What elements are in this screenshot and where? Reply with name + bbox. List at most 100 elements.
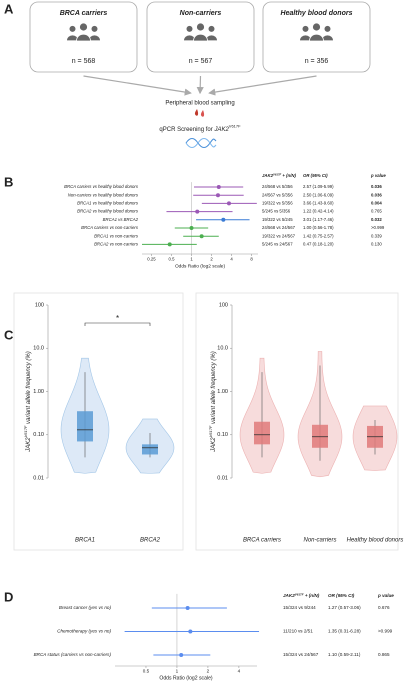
p-value: >0.999 [378,629,393,634]
variant-name: V617F [23,425,28,437]
odds-ratio-label: 1.42 (0.75-2.57) [303,233,334,238]
column-header: p value [377,593,394,598]
gene-name: JAK2 [283,593,295,598]
people-icon [66,22,101,42]
box [254,421,270,445]
odds-ratio-label: 1.00 (0.56-1.78) [303,225,334,230]
row-label: BRCA1 vs non-carriers [94,233,139,238]
x-tick-label: BRCA2 [140,538,161,544]
odds-ratio-label: 3.01 (1.17-7.46) [303,217,334,222]
y-axis-label: JAK2V617F variant allele frequency (%) [23,351,32,453]
p-value: 0.036 [371,192,382,197]
p-value: 0.676 [378,605,390,610]
person-body [309,33,324,42]
dna-icon [185,137,217,149]
row-label: Breast cancer (yes vs no) [59,605,112,610]
column-header: p value [370,173,386,178]
row-label: Chemotherapy (yes vs no) [57,629,111,634]
count-cell: 15/324 vs 9/244 [283,605,316,610]
panel-label: A [4,1,14,16]
person-head [207,25,216,33]
x-tick-label: BRCA carriers [243,538,281,544]
odds-ratio-point [189,226,194,230]
gene-name: JAK2 [213,127,229,133]
panel-label: D [4,589,13,604]
screening-step: qPCR Screening for JAK2V617F [159,124,241,133]
plot-frame [13,292,184,551]
box [312,424,328,448]
x-tick-label: BRCA1 [75,538,95,544]
flow-arrow [83,75,192,96]
label-suffix: variant allele frequency (%) [211,351,217,425]
odds-ratio-label: 3.66 (1.43-9.60) [303,201,334,206]
odds-ratio-point [195,209,200,214]
p-value: 0.130 [371,242,382,247]
count-cell: 19/322 vs 5/245 [262,217,293,222]
x-tick-label: 0.5 [169,257,176,262]
sampling-step: Peripheral blood sampling [165,101,234,107]
count-cell: 19/322 vs 5/356 [262,201,293,206]
y-tick-label: 1.00 [33,389,44,395]
person-head [90,25,99,33]
y-axis-label: JAK2V617F variant allele frequency (%) [208,351,217,453]
blood-drops [194,109,205,117]
person-body [76,33,91,42]
significance-mark: * [116,314,119,323]
column-header: OR (95% CI) [303,173,328,178]
y-tick-label: 10.0 [33,346,44,352]
person-head [79,22,88,32]
group-label: BRCA carriers [60,10,108,17]
significance-bracket [84,322,151,326]
y-tick-label: 0.01 [33,475,44,481]
group-label: Healthy blood donors [281,10,353,17]
odds-ratio-point [226,201,231,206]
variant-name: V617F [208,425,213,437]
y-tick-label: 1.00 [217,389,228,395]
group-size: n = 567 [189,58,213,65]
person-head [68,25,77,33]
odds-ratio-label: 1.10 (0.59-2.11) [328,652,361,657]
odds-ratio-label: 1.22 (0.42-4.14) [303,209,334,214]
row-label: Non-carriers vs healthy blood donors [68,192,139,197]
column-header: OR (95% CI) [328,593,355,598]
row-label: BRCA1 vs BRCA2 [103,217,139,222]
p-value: >0.999 [371,225,385,230]
odds-ratio-label: 0.47 (0.18-1.20) [303,242,334,247]
column-header: JAK2V617F + (n/N) [283,592,320,598]
p-value: 0.004 [371,201,382,206]
x-tick-label: 2 [210,257,213,262]
odds-ratio-label: 2.57 (1.09-5.99) [303,184,334,189]
row-label: BRCA carriers vs non-carriers [81,225,139,230]
y-tick-label: 10.0 [217,346,228,352]
x-tick-label: 1 [190,257,193,262]
x-axis-label: Odds Ratio (log2 scale) [175,263,226,269]
row-label: BRCA2 vs healthy blood donors [77,209,139,214]
odds-ratio-point [216,185,221,189]
p-value: 0.339 [371,233,382,238]
gene-name: JAK2 [211,437,217,453]
x-axis-label: Odds Ratio (log2 scale) [159,675,213,681]
p-value: 0.865 [378,652,390,657]
header-suffix: + (n/N) [281,173,296,178]
person-body [193,33,208,42]
x-tick-label: Non-carriers [303,538,336,544]
variant-name: V617F [273,172,281,176]
y-tick-label: 0.10 [217,432,228,438]
x-tick-label: 1 [176,669,179,674]
box [77,411,93,442]
count-cell: 15/324 vs 24/567 [283,652,319,657]
panel-label: C [4,327,14,342]
y-tick-label: 0.01 [217,475,228,481]
odds-ratio-point [179,653,184,657]
count-cell: 24/567 vs 5/356 [262,192,293,197]
p-value: 0.765 [371,209,382,214]
box [142,444,158,455]
count-cell: 5/245 vs 5/356 [262,209,291,214]
variant-name: V617F [295,592,304,596]
y-tick-label: 100 [35,302,44,308]
p-value: 0.036 [371,184,382,189]
count-cell: 11/210 vs 2/51 [283,629,313,634]
count-cell: 24/568 vs 24/567 [262,225,296,230]
